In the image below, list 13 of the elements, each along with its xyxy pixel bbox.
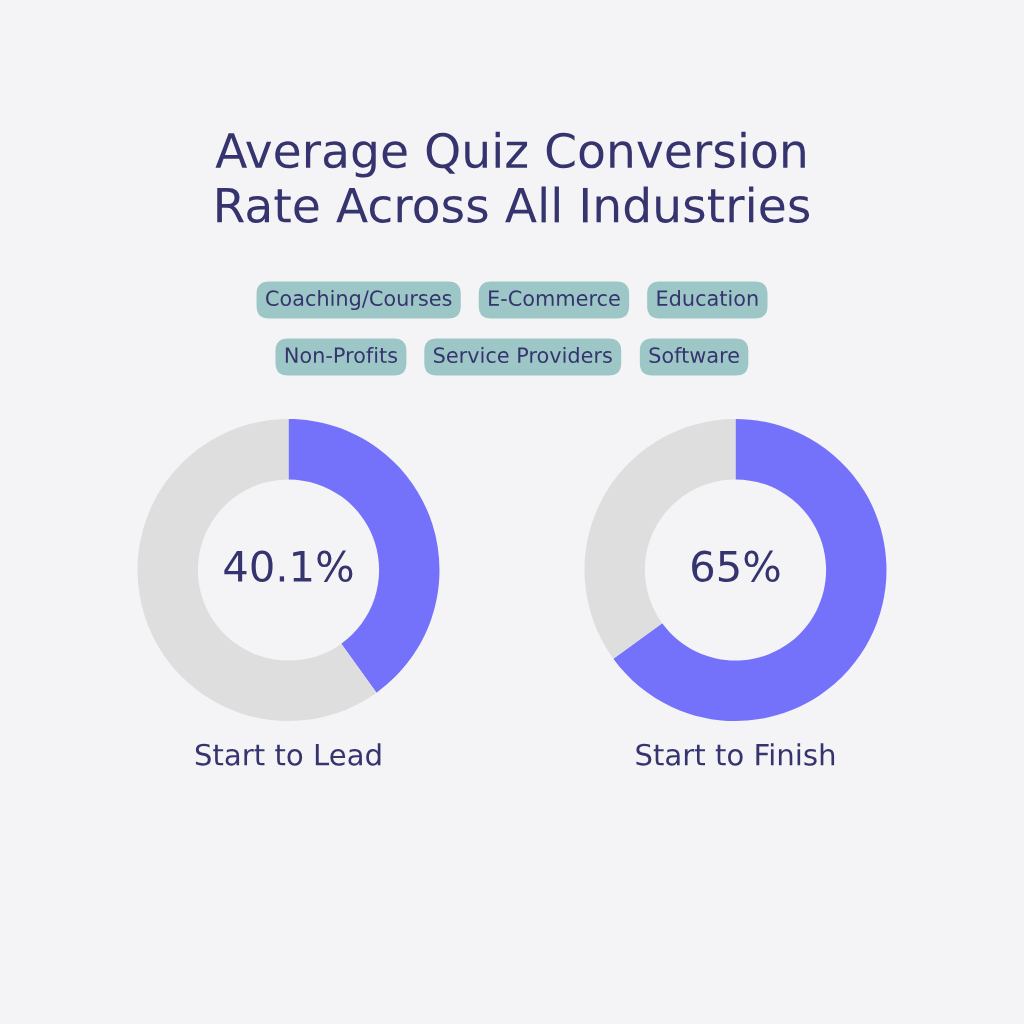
text: E-Commerce xyxy=(489,290,620,307)
donut-slice xyxy=(613,419,887,721)
text: Coaching/Courses xyxy=(266,289,452,311)
text: Start to Finish xyxy=(636,743,835,766)
donut-slice xyxy=(137,419,377,721)
text: Software xyxy=(649,346,739,364)
text: Education xyxy=(657,289,758,307)
text: Average Quiz Conversion Rate Across All Industries xyxy=(215,131,810,224)
data-label: 40.1% xyxy=(224,550,353,583)
text: Service Providers xyxy=(434,346,612,364)
text: Start to Lead xyxy=(195,743,381,766)
data-label: 65% xyxy=(692,550,780,583)
text: Non-Profits xyxy=(285,346,398,364)
